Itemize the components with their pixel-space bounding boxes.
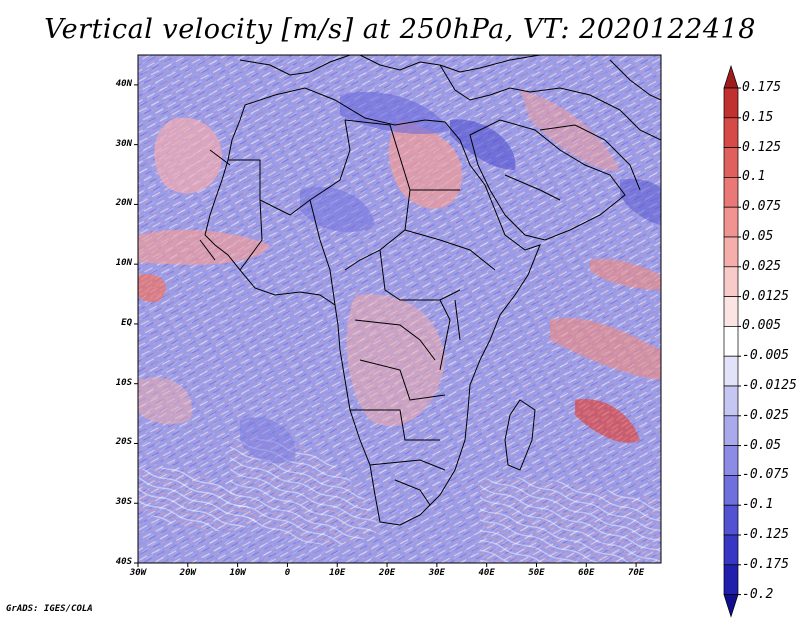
colorbar-cell	[723, 504, 739, 536]
colorbar-cell	[723, 326, 739, 357]
lon-label: 20E	[378, 568, 396, 578]
colorbar-label: 0.05	[742, 229, 774, 244]
colorbar-label: -0.05	[742, 437, 782, 453]
lat-label: 20S	[115, 437, 132, 448]
lat-label: 40N	[115, 78, 132, 89]
colorbar-cell	[723, 475, 739, 506]
africa-coastline	[204, 87, 541, 526]
coastlines-and-borders	[199, 55, 661, 526]
colorbar-top-arrow	[723, 64, 739, 89]
arabian-peninsula-outline	[469, 119, 626, 241]
colorbar-cell	[723, 206, 739, 238]
colorbar-label: -0.075	[742, 467, 789, 483]
colorbar-label: -0.1	[742, 497, 774, 513]
lon-label: 50E	[528, 568, 545, 578]
colorbar-label: 0.125	[742, 139, 782, 155]
credit-text: GrADS: IGES/COLA	[6, 604, 93, 614]
lat-label: 30S	[115, 497, 132, 508]
lon-label: 0	[284, 568, 291, 578]
colorbar-cell	[723, 87, 739, 119]
lat-label: EQ	[121, 317, 132, 328]
lon-label: 30E	[428, 568, 445, 578]
colorbar-cell	[723, 534, 739, 566]
lon-label: 30W	[129, 568, 147, 578]
colorbar-label: -0.005	[742, 348, 789, 364]
chart-title: Vertical velocity [m/s] at 250hPa, VT: 2…	[44, 14, 756, 45]
colorbar-label: 0.175	[742, 80, 782, 95]
lon-label: 20W	[179, 568, 196, 578]
colorbar-cell	[723, 355, 739, 387]
colorbar-label: -0.025	[742, 407, 789, 423]
lat-label: 10S	[115, 377, 132, 388]
colorbar-label: -0.2	[742, 586, 774, 602]
colorbar-cell	[723, 564, 739, 595]
colorbar-label: 0.0125	[742, 288, 789, 304]
colorbar-cell	[723, 147, 739, 178]
map-frame	[137, 54, 662, 564]
colorbar-label: -0.175	[742, 556, 789, 572]
colorbar-label: -0.125	[742, 527, 789, 542]
lon-label: 10W	[229, 568, 246, 578]
colorbar-label: 0.1	[742, 169, 766, 185]
map-ticks	[134, 84, 637, 567]
madagascar-outline	[504, 399, 536, 471]
colorbar-label: 0.025	[742, 258, 782, 274]
colorbar-label: 0.005	[742, 318, 782, 334]
lat-label: 30N	[115, 138, 132, 149]
negative-velocity-regions	[240, 91, 661, 464]
lon-label: 60E	[578, 568, 595, 578]
lat-label: 20N	[115, 198, 132, 209]
lon-label: 10E	[329, 568, 346, 578]
iran-region-outline	[529, 87, 661, 191]
colorbar-label: 0.075	[742, 199, 782, 215]
lon-label: 40E	[478, 568, 495, 578]
colorbar-cell	[723, 266, 739, 297]
colorbar-cell	[723, 445, 739, 476]
colorbar-label: 0.15	[742, 109, 774, 125]
colorbar-label: -0.0125	[742, 378, 797, 393]
colorbar-cell	[723, 236, 739, 268]
colorbar-cell	[723, 296, 739, 327]
colorbar-cell	[723, 415, 739, 446]
colorbar-cell	[723, 177, 739, 208]
lon-label: 70E	[627, 568, 645, 578]
colorbar-cell	[723, 385, 739, 417]
lat-label: 40S	[115, 557, 132, 567]
colorbar-cell	[723, 117, 739, 148]
lat-label: 10N	[115, 258, 132, 269]
colorbar-bottom-arrow	[723, 594, 739, 618]
